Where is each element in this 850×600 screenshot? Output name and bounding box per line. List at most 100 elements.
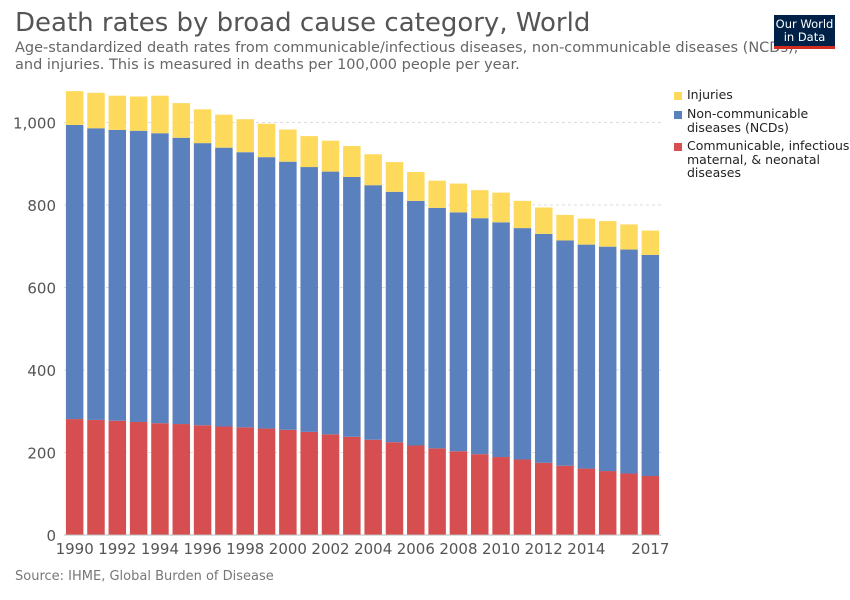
bar-segment-ncd[interactable] bbox=[513, 228, 532, 460]
bar-segment-injuries[interactable] bbox=[172, 103, 191, 138]
bar-segment-ncd[interactable] bbox=[236, 152, 254, 428]
bar-segment-communicable[interactable] bbox=[343, 436, 361, 535]
x-tick-label: 2002 bbox=[311, 540, 349, 558]
bar-segment-injuries[interactable] bbox=[87, 92, 105, 129]
bar-segment-communicable[interactable] bbox=[236, 427, 254, 535]
bar-segment-communicable[interactable] bbox=[620, 473, 638, 535]
bar-segment-ncd[interactable] bbox=[534, 233, 553, 463]
bar-segment-injuries[interactable] bbox=[449, 183, 468, 213]
bar-segment-ncd[interactable] bbox=[492, 222, 510, 458]
bar-segment-injuries[interactable] bbox=[577, 218, 596, 245]
legend-swatch-ncds bbox=[674, 111, 682, 119]
bar-segment-communicable[interactable] bbox=[534, 462, 553, 535]
bar-segment-ncd[interactable] bbox=[193, 143, 212, 426]
bar-segment-ncd[interactable] bbox=[215, 147, 233, 427]
bar-segment-ncd[interactable] bbox=[343, 176, 361, 437]
bar-segment-communicable[interactable] bbox=[492, 457, 510, 535]
bar-segment-injuries[interactable] bbox=[556, 214, 574, 241]
bar-segment-communicable[interactable] bbox=[279, 429, 297, 535]
bar-segment-injuries[interactable] bbox=[300, 136, 318, 168]
y-tick-label: 0 bbox=[46, 527, 56, 545]
bar-segment-injuries[interactable] bbox=[385, 162, 404, 192]
chart-title: Death rates by broad cause category, Wor… bbox=[15, 8, 591, 38]
y-tick-label: 200 bbox=[27, 445, 56, 463]
bar-segment-communicable[interactable] bbox=[449, 451, 468, 535]
bar-segment-injuries[interactable] bbox=[641, 230, 660, 255]
bar-segment-communicable[interactable] bbox=[556, 465, 574, 535]
bar-segment-injuries[interactable] bbox=[343, 146, 361, 177]
bar-segment-injuries[interactable] bbox=[215, 114, 233, 148]
bars bbox=[65, 91, 660, 535]
bar-segment-communicable[interactable] bbox=[300, 431, 318, 535]
bar-segment-ncd[interactable] bbox=[87, 128, 105, 420]
bar-segment-ncd[interactable] bbox=[172, 137, 191, 425]
bar-segment-ncd[interactable] bbox=[300, 167, 318, 432]
bar-segment-injuries[interactable] bbox=[279, 129, 297, 162]
bar-segment-ncd[interactable] bbox=[598, 246, 617, 472]
bar-segment-communicable[interactable] bbox=[471, 454, 489, 535]
y-tick-label: 1,000 bbox=[13, 115, 56, 133]
bar-segment-communicable[interactable] bbox=[364, 439, 382, 535]
legend-label-communicable: Communicable, infectious, maternal, & ne… bbox=[687, 138, 850, 180]
bar-segment-injuries[interactable] bbox=[321, 140, 340, 172]
bar-segment-communicable[interactable] bbox=[108, 420, 127, 535]
bar-segment-ncd[interactable] bbox=[364, 185, 382, 440]
bar-segment-ncd[interactable] bbox=[151, 133, 169, 424]
bar-segment-injuries[interactable] bbox=[108, 95, 127, 130]
bar-segment-communicable[interactable] bbox=[598, 471, 617, 535]
bar-segment-communicable[interactable] bbox=[65, 419, 84, 535]
bar-segment-ncd[interactable] bbox=[257, 157, 276, 429]
x-tick-label: 2004 bbox=[354, 540, 392, 558]
bar-segment-communicable[interactable] bbox=[193, 425, 212, 535]
bar-segment-ncd[interactable] bbox=[641, 254, 660, 477]
bar-segment-communicable[interactable] bbox=[641, 476, 660, 535]
bar-segment-ncd[interactable] bbox=[129, 130, 148, 422]
x-tick-label: 1992 bbox=[98, 540, 136, 558]
bar-segment-communicable[interactable] bbox=[321, 434, 340, 535]
y-tick-label: 400 bbox=[27, 362, 56, 380]
bar-segment-injuries[interactable] bbox=[193, 109, 212, 144]
bar-segment-injuries[interactable] bbox=[620, 224, 638, 250]
bar-segment-ncd[interactable] bbox=[428, 207, 446, 449]
bar-segment-ncd[interactable] bbox=[556, 240, 574, 466]
bar-segment-communicable[interactable] bbox=[215, 426, 233, 535]
bar-segment-communicable[interactable] bbox=[385, 442, 404, 535]
source-note[interactable]: Source: IHME, Global Burden of Disease bbox=[15, 569, 274, 584]
bar-segment-ncd[interactable] bbox=[65, 124, 84, 420]
bar-segment-injuries[interactable] bbox=[428, 180, 446, 208]
bar-segment-communicable[interactable] bbox=[87, 419, 105, 535]
bar-segment-communicable[interactable] bbox=[172, 424, 191, 535]
bar-segment-communicable[interactable] bbox=[257, 428, 276, 535]
bar-segment-injuries[interactable] bbox=[513, 200, 532, 229]
bar-segment-ncd[interactable] bbox=[108, 129, 127, 421]
bar-segment-ncd[interactable] bbox=[620, 249, 638, 474]
bar-segment-ncd[interactable] bbox=[279, 161, 297, 430]
bar-segment-ncd[interactable] bbox=[577, 244, 596, 469]
bar-segment-injuries[interactable] bbox=[492, 192, 510, 223]
bar-segment-injuries[interactable] bbox=[129, 96, 148, 131]
bar-segment-injuries[interactable] bbox=[65, 91, 84, 125]
x-tick-label: 2008 bbox=[439, 540, 477, 558]
bar-segment-communicable[interactable] bbox=[129, 421, 148, 535]
bar-segment-injuries[interactable] bbox=[151, 95, 169, 134]
bar-segment-communicable[interactable] bbox=[577, 468, 596, 535]
bar-segment-ncd[interactable] bbox=[449, 212, 468, 452]
bar-segment-injuries[interactable] bbox=[534, 207, 553, 234]
bar-segment-injuries[interactable] bbox=[471, 190, 489, 219]
bar-segment-injuries[interactable] bbox=[598, 221, 617, 247]
bar-segment-ncd[interactable] bbox=[471, 218, 489, 455]
bar-segment-ncd[interactable] bbox=[407, 200, 425, 446]
x-tick-label: 1998 bbox=[226, 540, 264, 558]
bar-segment-communicable[interactable] bbox=[151, 423, 169, 535]
bar-segment-communicable[interactable] bbox=[513, 459, 532, 535]
bar-segment-injuries[interactable] bbox=[364, 154, 382, 186]
bar-segment-communicable[interactable] bbox=[428, 448, 446, 535]
owid-logo[interactable]: Our World in Data bbox=[774, 15, 835, 49]
bar-segment-ncd[interactable] bbox=[385, 191, 404, 443]
bar-segment-ncd[interactable] bbox=[321, 171, 340, 435]
bar-segment-injuries[interactable] bbox=[407, 172, 425, 201]
bar-segment-injuries[interactable] bbox=[236, 119, 254, 153]
bar-segment-injuries[interactable] bbox=[257, 123, 276, 158]
bar-segment-communicable[interactable] bbox=[407, 445, 425, 535]
